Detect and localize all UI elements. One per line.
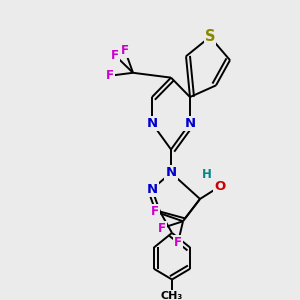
Text: N: N — [165, 166, 177, 179]
Text: S: S — [205, 29, 215, 44]
Text: F: F — [174, 236, 182, 249]
Text: CH₃: CH₃ — [161, 291, 183, 300]
Text: F: F — [158, 222, 166, 235]
Text: F: F — [151, 205, 159, 218]
Text: N: N — [146, 183, 158, 196]
Text: N: N — [146, 117, 158, 130]
Text: H: H — [202, 168, 212, 181]
Text: O: O — [214, 180, 226, 193]
Text: F: F — [111, 49, 119, 62]
Text: F: F — [106, 69, 114, 82]
Text: N: N — [184, 117, 196, 130]
Text: F: F — [121, 44, 129, 57]
